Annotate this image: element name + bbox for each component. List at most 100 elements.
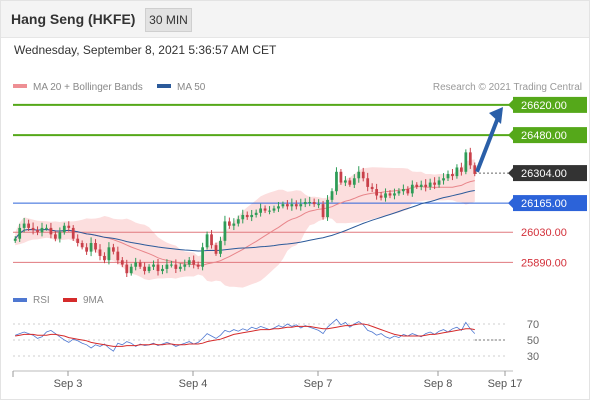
candle-body	[165, 264, 169, 269]
candle-body	[107, 247, 111, 261]
candle-body	[464, 152, 468, 172]
rsi-legend-swatch	[13, 298, 27, 302]
time-tick-label: Sep 8	[424, 378, 453, 390]
candle-body	[473, 165, 477, 174]
level-label-support: 25890.00	[521, 257, 567, 269]
candle-body	[80, 243, 84, 248]
candle-body	[125, 264, 129, 274]
candle-body	[161, 268, 164, 272]
candle-body	[308, 202, 312, 203]
candle-body	[192, 260, 196, 265]
time-tick-label: Sep 3	[54, 378, 83, 390]
projection-arrow-shaft	[475, 114, 501, 173]
candle-body	[45, 227, 48, 229]
level-label-pivot: 26165.00	[521, 198, 567, 210]
candle-body	[103, 255, 106, 261]
candle-body	[428, 182, 432, 187]
candle-body	[402, 189, 405, 192]
candle-body	[120, 260, 124, 265]
candle-body	[384, 193, 387, 198]
candle-body	[138, 262, 142, 267]
rsi-legend-swatch	[63, 298, 77, 302]
candle-body	[13, 238, 17, 241]
candle-body	[397, 191, 401, 194]
candle-body	[219, 240, 222, 254]
candle-body	[299, 204, 303, 207]
candle-body	[437, 180, 441, 185]
rsi-line	[15, 318, 476, 352]
candle-body	[339, 171, 343, 183]
level-tag-pivot	[513, 195, 587, 212]
candle-body	[442, 178, 445, 181]
candle-body	[196, 264, 200, 267]
header-bar: Hang Seng (HKFE) 30 MIN	[1, 1, 589, 38]
candle-body	[223, 221, 227, 241]
rsi-legend-label: RSI	[33, 295, 50, 306]
candle-body	[36, 230, 39, 233]
ma50-line	[14, 190, 475, 252]
candle-body	[67, 225, 71, 228]
candle-body	[18, 227, 22, 239]
rsi-legend-label: 9MA	[83, 295, 104, 306]
candle-body	[455, 167, 459, 177]
candle-body	[268, 210, 271, 212]
candle-body	[410, 184, 414, 194]
candle-body	[263, 208, 267, 211]
candle-body	[22, 223, 26, 228]
rsi-tick-label: 70	[527, 319, 539, 331]
candle-body	[58, 232, 62, 239]
candle-body	[451, 173, 454, 177]
candle-body	[232, 223, 236, 226]
candle-body	[294, 204, 298, 207]
time-tick-label: Sep 4	[179, 378, 208, 390]
candle-body	[357, 171, 361, 179]
candle-body	[62, 225, 66, 233]
candle-body	[254, 212, 258, 215]
candle-body	[312, 202, 316, 205]
candle-body	[330, 191, 334, 200]
candle-body	[98, 249, 102, 256]
level-tag-resistance	[513, 96, 587, 113]
legend-label: MA 50	[177, 82, 206, 93]
candle-body	[210, 234, 213, 246]
candle-body	[281, 204, 285, 207]
candle-body	[366, 178, 370, 187]
candle-body	[433, 182, 436, 185]
candle-body	[156, 264, 160, 272]
level-tag-pointer	[508, 99, 513, 110]
timeframe-button[interactable]: 30 MIN	[145, 8, 192, 32]
candle-body	[71, 227, 75, 239]
candle-body	[40, 227, 44, 233]
time-tick-label: Sep 17	[488, 378, 523, 390]
timestamp-subtitle: Wednesday, September 8, 2021 5:36:57 AM …	[14, 43, 277, 57]
candle-body	[178, 266, 182, 269]
candle-body	[424, 184, 428, 187]
candle-body	[446, 173, 450, 179]
candle-body	[290, 204, 294, 207]
candle-body	[259, 208, 262, 213]
rsi-tick-label: 30	[527, 351, 539, 363]
level-tag-pointer	[508, 130, 513, 141]
candle-body	[419, 184, 423, 187]
candle-body	[326, 199, 329, 218]
legend-swatch	[13, 84, 27, 88]
candle-body	[388, 193, 392, 196]
candle-body	[116, 251, 120, 261]
candle-body	[228, 221, 231, 226]
time-tick-label: Sep 7	[304, 378, 333, 390]
candle-body	[361, 171, 365, 179]
candle-body	[277, 206, 280, 209]
candle-body	[174, 264, 178, 269]
candle-body	[31, 227, 35, 231]
candle-body	[85, 247, 88, 252]
candle-body	[214, 245, 218, 254]
candle-body	[245, 214, 249, 218]
candle-body	[241, 214, 245, 220]
candle-body	[49, 227, 53, 235]
candle-body	[94, 243, 97, 250]
candle-body	[352, 178, 356, 185]
candle-body	[134, 262, 138, 267]
candle-body	[468, 152, 472, 166]
